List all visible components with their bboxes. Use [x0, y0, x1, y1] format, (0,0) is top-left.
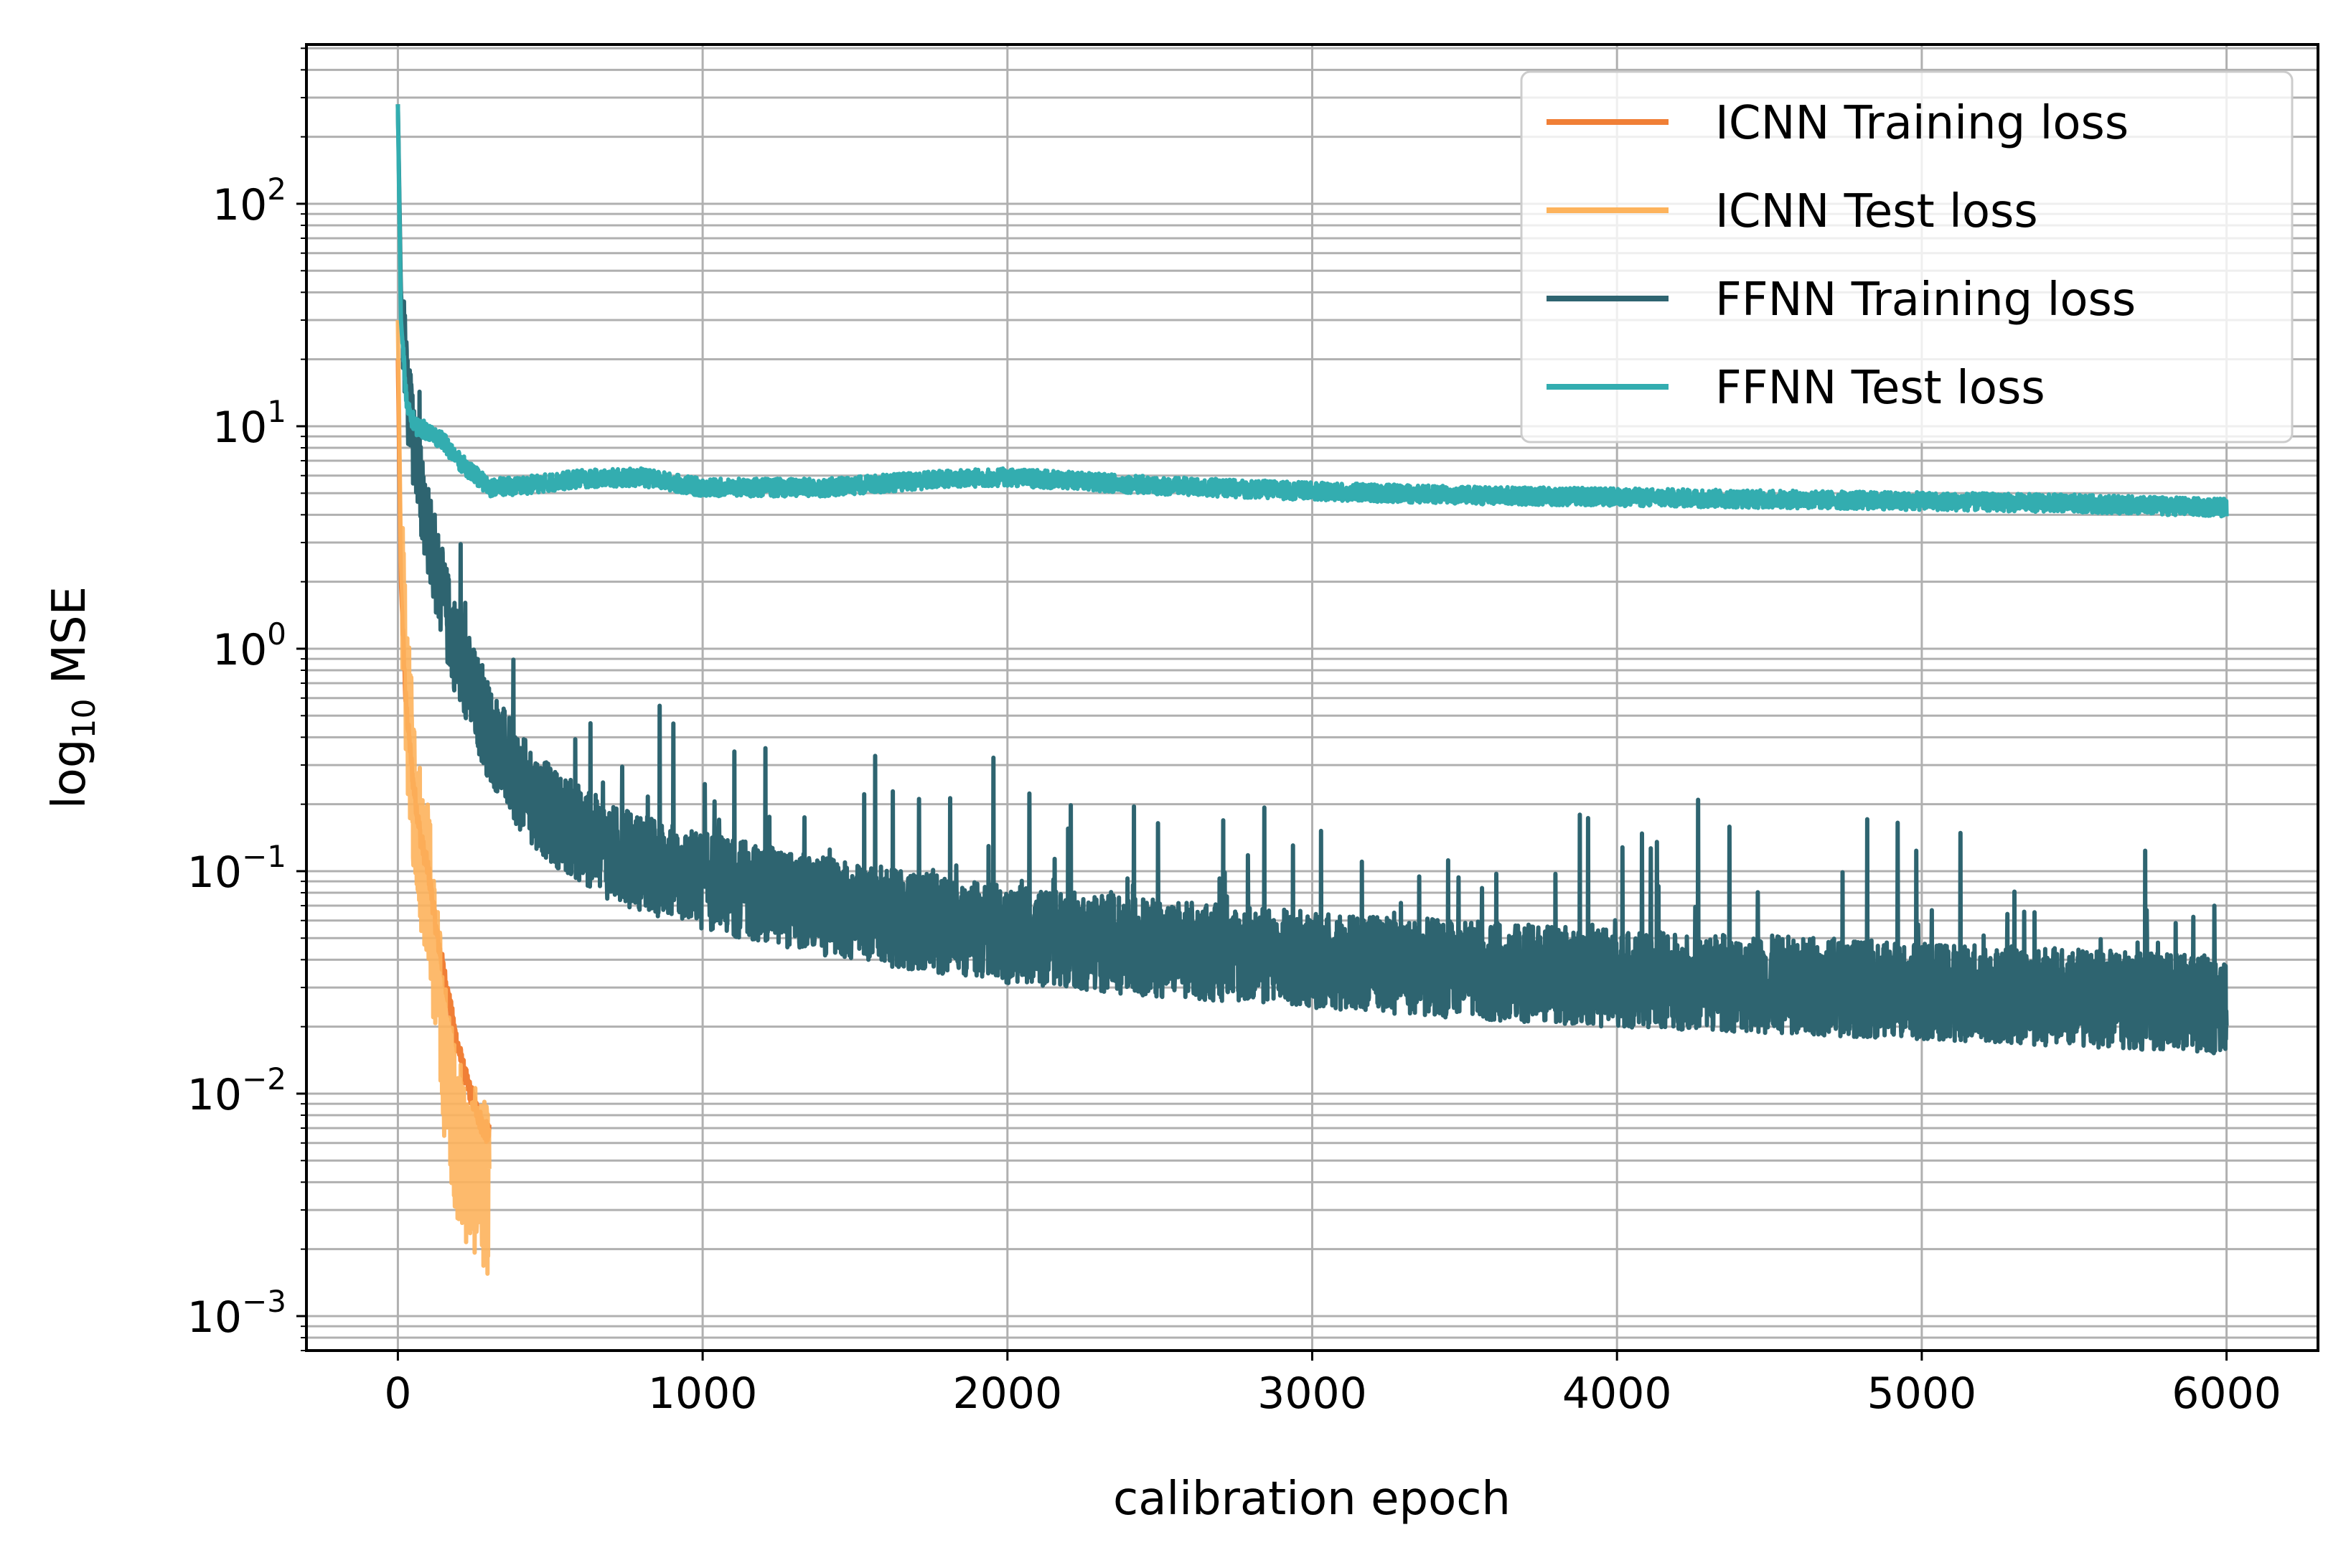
y-tick-label: 10−3: [187, 1284, 286, 1343]
series-icnn-test-loss: [395, 320, 492, 1276]
x-tick-label: 1000: [648, 1369, 758, 1419]
grid-lines: [306, 44, 2318, 1352]
x-tick-label: 4000: [1562, 1369, 1672, 1419]
y-tick-label-base: 10: [212, 180, 267, 230]
y-axis-title-main: log: [43, 739, 96, 809]
y-tick-label: 102: [212, 172, 286, 230]
x-tick-label: 0: [384, 1369, 411, 1419]
legend-box: [1520, 70, 2294, 443]
y-tick-label-exponent: −3: [242, 1284, 286, 1319]
y-axis-title: log10 MSE: [43, 586, 103, 809]
y-tick-label-base: 10: [212, 625, 267, 675]
y-tick-label: 100: [212, 616, 286, 675]
y-tick-label-base: 10: [212, 403, 267, 453]
x-tick-label: 5000: [1867, 1369, 1977, 1419]
y-tick-label-exponent: −2: [242, 1061, 286, 1097]
series-ffnn-test-loss: [395, 104, 2229, 519]
series-lines: [395, 104, 2229, 1276]
legend-label-ffnn-training: FFNN Training loss: [1715, 273, 2136, 327]
y-tick-label-base: 10: [187, 1292, 242, 1343]
y-tick-label-base: 10: [187, 848, 242, 898]
y-tick-label: 101: [212, 394, 286, 453]
y-axis-title-tail: MSE: [43, 586, 96, 699]
y-tick-label-exponent: −1: [242, 839, 286, 874]
y-tick-label-exponent: 1: [267, 394, 286, 429]
y-tick-label: 10−1: [187, 839, 286, 898]
y-axis-title-subscript: 10: [66, 699, 103, 739]
legend-label-icnn-training: ICNN Training loss: [1715, 97, 2129, 150]
series-ffnn-training-loss: [395, 104, 2229, 1056]
y-tick-label-base: 10: [187, 1070, 242, 1120]
y-tick-label: 10−2: [187, 1061, 286, 1120]
legend-label-icnn-test: ICNN Test loss: [1715, 185, 2038, 238]
x-tick-label: 3000: [1257, 1369, 1367, 1419]
axis-ticks: 0 1000 2000 3000 4000 5000 600010−310−210−1100…: [187, 47, 2281, 1419]
y-tick-label-exponent: 2: [267, 172, 286, 207]
legend: ICNN Training loss ICNN Test loss FFNN T…: [1520, 70, 2294, 443]
x-axis-title: calibration epoch: [1113, 1473, 1511, 1526]
x-tick-label: 2000: [952, 1369, 1062, 1419]
x-tick-label: 6000: [2172, 1369, 2281, 1419]
y-tick-label-exponent: 0: [267, 616, 286, 652]
legend-label-ffnn-test: FFNN Test loss: [1715, 362, 2045, 415]
